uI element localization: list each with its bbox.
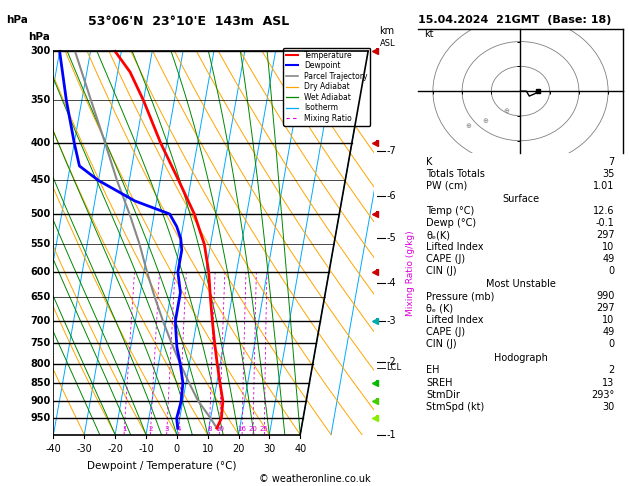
- Text: 35: 35: [602, 169, 615, 179]
- Text: -30: -30: [77, 444, 92, 454]
- Text: 900: 900: [30, 396, 50, 406]
- Text: Hodograph: Hodograph: [494, 353, 547, 363]
- Text: 2: 2: [148, 426, 153, 432]
- Text: 8: 8: [207, 426, 211, 432]
- Text: 2: 2: [608, 365, 615, 375]
- Text: 950: 950: [30, 413, 50, 423]
- Text: 10: 10: [201, 444, 214, 454]
- Text: CIN (J): CIN (J): [426, 266, 457, 276]
- Text: -10: -10: [138, 444, 154, 454]
- Text: StmSpd (kt): StmSpd (kt): [426, 402, 485, 413]
- Text: -1: -1: [386, 430, 396, 440]
- Text: 16: 16: [238, 426, 247, 432]
- Text: 500: 500: [30, 209, 50, 219]
- Text: K: K: [426, 156, 433, 167]
- Text: PW (cm): PW (cm): [426, 181, 468, 191]
- Text: hPa: hPa: [6, 15, 28, 25]
- Text: 600: 600: [30, 267, 50, 277]
- Text: θₑ (K): θₑ (K): [426, 303, 454, 313]
- Text: 49: 49: [603, 328, 615, 337]
- Text: 40: 40: [294, 444, 306, 454]
- Text: km: km: [379, 26, 394, 36]
- Text: 700: 700: [30, 316, 50, 326]
- Text: -4: -4: [386, 278, 396, 289]
- Text: StmDir: StmDir: [426, 390, 460, 400]
- Text: 7: 7: [608, 156, 615, 167]
- Text: EH: EH: [426, 365, 440, 375]
- Text: 20: 20: [248, 426, 257, 432]
- Text: ⊕: ⊕: [482, 118, 488, 124]
- Text: Lifted Index: Lifted Index: [426, 315, 484, 326]
- Text: Mixing Ratio (g/kg): Mixing Ratio (g/kg): [406, 231, 415, 316]
- Text: SREH: SREH: [426, 378, 453, 388]
- Text: 10: 10: [603, 315, 615, 326]
- Text: 1.01: 1.01: [593, 181, 615, 191]
- Text: Temp (°C): Temp (°C): [426, 207, 475, 216]
- Text: 13: 13: [603, 378, 615, 388]
- Text: -2: -2: [386, 357, 396, 366]
- Text: 1: 1: [122, 426, 126, 432]
- Text: kt: kt: [424, 29, 433, 38]
- Text: © weatheronline.co.uk: © weatheronline.co.uk: [259, 473, 370, 484]
- Text: -3: -3: [386, 316, 396, 326]
- Text: Totals Totals: Totals Totals: [426, 169, 486, 179]
- Text: Surface: Surface: [502, 194, 539, 205]
- Text: 49: 49: [603, 254, 615, 264]
- Text: 0: 0: [608, 339, 615, 349]
- Text: 300: 300: [30, 46, 50, 56]
- Text: LCL: LCL: [386, 363, 401, 372]
- Text: 0: 0: [608, 266, 615, 276]
- Text: 30: 30: [264, 444, 276, 454]
- Text: -0.1: -0.1: [596, 218, 615, 228]
- Text: 25: 25: [260, 426, 269, 432]
- Text: 15.04.2024  21GMT  (Base: 18): 15.04.2024 21GMT (Base: 18): [418, 15, 611, 25]
- Text: 53°06'N  23°10'E  143m  ASL: 53°06'N 23°10'E 143m ASL: [88, 15, 289, 28]
- Text: CIN (J): CIN (J): [426, 339, 457, 349]
- Text: -7: -7: [386, 146, 396, 156]
- Text: ⊕: ⊕: [465, 123, 471, 129]
- Text: 350: 350: [30, 95, 50, 105]
- Text: 650: 650: [30, 293, 50, 302]
- Text: -40: -40: [45, 444, 62, 454]
- Text: 10: 10: [215, 426, 224, 432]
- Text: 450: 450: [30, 175, 50, 186]
- Text: CAPE (J): CAPE (J): [426, 328, 465, 337]
- Text: -20: -20: [107, 444, 123, 454]
- Text: 850: 850: [30, 378, 50, 388]
- Text: -6: -6: [386, 191, 396, 201]
- Text: hPa: hPa: [28, 32, 50, 42]
- Text: Lifted Index: Lifted Index: [426, 242, 484, 252]
- Text: 990: 990: [596, 292, 615, 301]
- Text: CAPE (J): CAPE (J): [426, 254, 465, 264]
- Text: 20: 20: [232, 444, 245, 454]
- Text: -5: -5: [386, 233, 396, 243]
- Text: 0: 0: [174, 444, 180, 454]
- Text: ⊕: ⊕: [503, 108, 509, 114]
- Text: 400: 400: [30, 138, 50, 148]
- Text: Pressure (mb): Pressure (mb): [426, 292, 495, 301]
- Text: 550: 550: [30, 239, 50, 249]
- Text: 4: 4: [177, 426, 181, 432]
- Text: 297: 297: [596, 303, 615, 313]
- Text: 10: 10: [603, 242, 615, 252]
- Text: θₑ(K): θₑ(K): [426, 230, 450, 240]
- Text: Dewp (°C): Dewp (°C): [426, 218, 477, 228]
- Text: 293°: 293°: [591, 390, 615, 400]
- Text: 297: 297: [596, 230, 615, 240]
- Text: 30: 30: [603, 402, 615, 413]
- Text: ASL: ASL: [379, 38, 395, 48]
- Text: Dewpoint / Temperature (°C): Dewpoint / Temperature (°C): [87, 461, 236, 471]
- Text: 12.6: 12.6: [593, 207, 615, 216]
- Text: Most Unstable: Most Unstable: [486, 279, 555, 290]
- Text: 750: 750: [30, 338, 50, 348]
- Text: 800: 800: [30, 359, 50, 368]
- Legend: Temperature, Dewpoint, Parcel Trajectory, Dry Adiabat, Wet Adiabat, Isotherm, Mi: Temperature, Dewpoint, Parcel Trajectory…: [283, 48, 370, 126]
- Text: 3: 3: [164, 426, 169, 432]
